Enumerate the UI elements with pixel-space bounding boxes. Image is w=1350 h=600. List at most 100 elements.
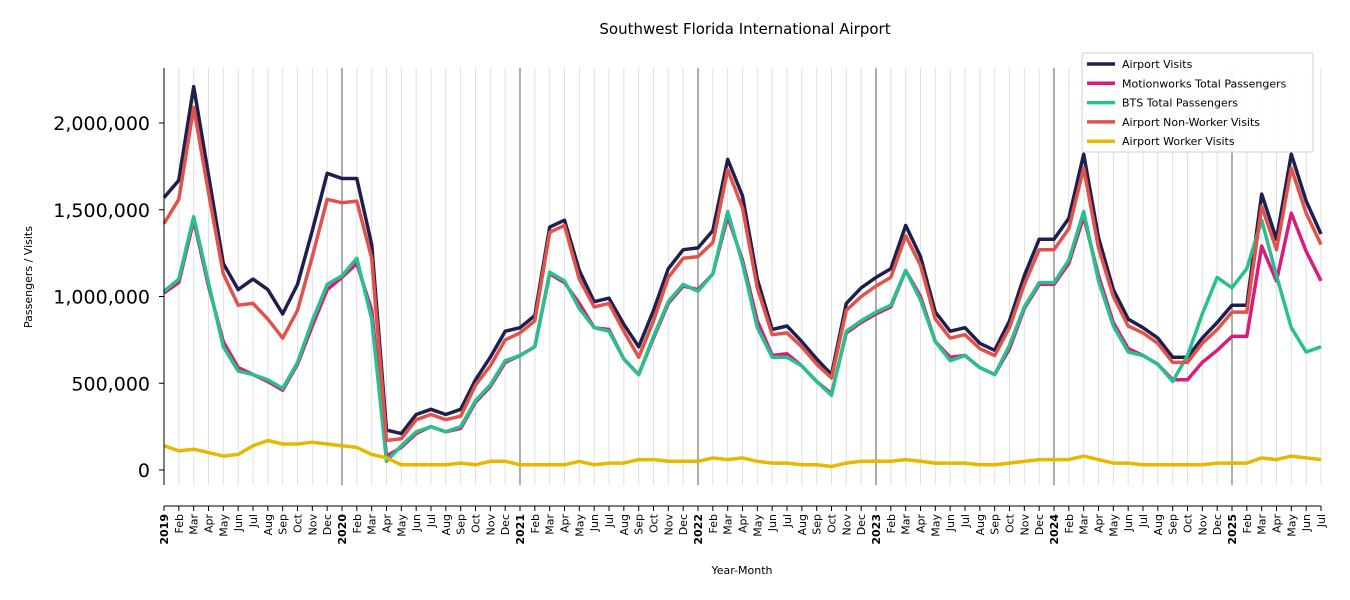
legend-label: Airport Worker Visits	[1122, 135, 1235, 148]
x-tick-label: Sep	[989, 514, 1002, 535]
x-tick-label: Jun	[944, 514, 957, 532]
x-tick-label: Oct	[1182, 513, 1195, 533]
x-tick-label: Feb	[707, 514, 720, 533]
x-tick-label: May	[929, 514, 942, 537]
x-tick-label: Aug	[262, 514, 275, 535]
x-tick-label: Feb	[351, 514, 364, 533]
y-axis-label: Passengers / Visits	[22, 226, 35, 328]
x-tick-label: Nov	[1018, 514, 1031, 536]
x-tick-label: Apr	[1093, 514, 1106, 534]
x-tick-label: Apr	[381, 514, 394, 534]
x-tick-label: Mar	[722, 514, 735, 535]
x-tick-label: Sep	[633, 514, 646, 535]
x-tick-label: Mar	[544, 514, 557, 535]
x-tick-label: Oct	[1004, 513, 1017, 533]
x-tick-label: Dec	[321, 514, 334, 535]
x-tick-label: May	[395, 514, 408, 537]
x-tick-label: Dec	[855, 514, 868, 535]
x-tick-label: Jul	[781, 514, 794, 528]
x-tick-label: Mar	[1078, 514, 1091, 535]
series-line-bts-total-passengers	[162, 209, 1322, 464]
legend: Airport Visits Motionworks Total Passenge…	[1081, 52, 1314, 153]
x-tick-label: 2024	[1048, 514, 1061, 545]
x-tick-label: Sep	[455, 514, 468, 535]
x-tick-label: Jun	[1300, 514, 1313, 532]
y-axis: 0 500,000 1,000,000 1,500,000 2,000,000	[53, 68, 165, 485]
x-tick-label: Jun	[766, 514, 779, 532]
x-tick-label: Jul	[1315, 514, 1328, 528]
x-tick-label: Aug	[974, 514, 987, 535]
x-tick-label: Jul	[603, 514, 616, 528]
x-tick-label: Mar	[900, 514, 913, 535]
x-tick-label: Dec	[499, 514, 512, 535]
x-tick-label: 2020	[336, 514, 349, 545]
x-tick-label: May	[573, 514, 586, 537]
x-tick-label: Dec	[1033, 514, 1046, 535]
x-tick-label: Sep	[277, 514, 290, 535]
x-tick-label: Feb	[1063, 514, 1076, 533]
x-tick-label: Oct	[470, 513, 483, 533]
x-tick-label: Sep	[811, 514, 824, 535]
x-tick-label: Aug	[618, 514, 631, 535]
x-tick-label: Jun	[410, 514, 423, 532]
x-tick-label: Feb	[173, 514, 186, 533]
x-tick-label: Sep	[1167, 514, 1180, 535]
x-tick-label: Mar	[366, 514, 379, 535]
x-tick-label: Feb	[529, 514, 542, 533]
x-tick-label: Oct	[826, 513, 839, 533]
series-line-airport-visits	[162, 84, 1323, 436]
x-tick-label: Aug	[1152, 514, 1165, 535]
x-tick-label: Nov	[306, 514, 319, 536]
series-lines	[162, 84, 1323, 469]
legend-label: Airport Visits	[1122, 58, 1193, 71]
x-tick-label: 2025	[1226, 514, 1239, 545]
x-tick-label: Feb	[1241, 514, 1254, 533]
x-tick-label: Aug	[796, 514, 809, 535]
y-tick-label: 2,000,000	[53, 113, 150, 135]
y-tick-label: 0	[138, 460, 150, 482]
x-tick-label: Nov	[662, 514, 675, 536]
chart-title: Southwest Florida International Airport	[599, 20, 890, 38]
y-tick-label: 500,000	[71, 373, 150, 395]
x-axis-label: Year-Month	[710, 564, 772, 577]
y-tick-label: 1,000,000	[53, 287, 150, 309]
x-tick-label: 2021	[514, 514, 527, 545]
x-tick-label: Dec	[677, 514, 690, 535]
x-tick-label: Apr	[559, 514, 572, 534]
x-tick-label: Nov	[840, 514, 853, 536]
x-tick-label: Jun	[232, 514, 245, 532]
x-tick-label: Apr	[1271, 514, 1284, 534]
legend-label: BTS Total Passengers	[1122, 97, 1238, 110]
x-tick-label: May	[217, 514, 230, 537]
x-tick-label: Jul	[959, 514, 972, 528]
x-tick-label: Jun	[588, 514, 601, 532]
x-tick-label: May	[1107, 514, 1120, 537]
legend-label: Airport Non-Worker Visits	[1122, 116, 1260, 129]
x-tick-label: Oct	[648, 513, 661, 533]
x-tick-label: Jul	[1137, 514, 1150, 528]
x-tick-label: Dec	[1211, 514, 1224, 535]
x-tick-label: 2019	[158, 514, 171, 545]
x-tick-label: Apr	[737, 514, 750, 534]
y-tick-label: 1,500,000	[53, 200, 150, 222]
x-tick-label: Oct	[292, 513, 305, 533]
x-tick-label: Apr	[203, 514, 216, 534]
series-line-airport-worker-visits	[163, 438, 1322, 469]
x-axis: 2019 Feb Mar Apr May Jun Jul Aug Sep Oct Nov Dec 202…	[158, 505, 1328, 545]
x-tick-label: 2022	[692, 514, 705, 545]
x-tick-label: 2023	[870, 514, 883, 545]
x-tick-label: Jul	[247, 514, 260, 528]
x-tick-label: May	[751, 514, 764, 537]
x-tick-label: Mar	[1256, 514, 1269, 535]
x-tick-label: Feb	[885, 514, 898, 533]
x-tick-label: May	[1285, 514, 1298, 537]
x-tick-label: Nov	[1196, 514, 1209, 536]
x-tick-label: Nov	[484, 514, 497, 536]
x-tick-label: Apr	[915, 514, 928, 534]
x-tick-label: Jul	[425, 514, 438, 528]
x-tick-label: Jun	[1122, 514, 1135, 532]
legend-label: Motionworks Total Passengers	[1122, 77, 1287, 90]
x-tick-label: Aug	[440, 514, 453, 535]
x-tick-label: Mar	[188, 514, 201, 535]
